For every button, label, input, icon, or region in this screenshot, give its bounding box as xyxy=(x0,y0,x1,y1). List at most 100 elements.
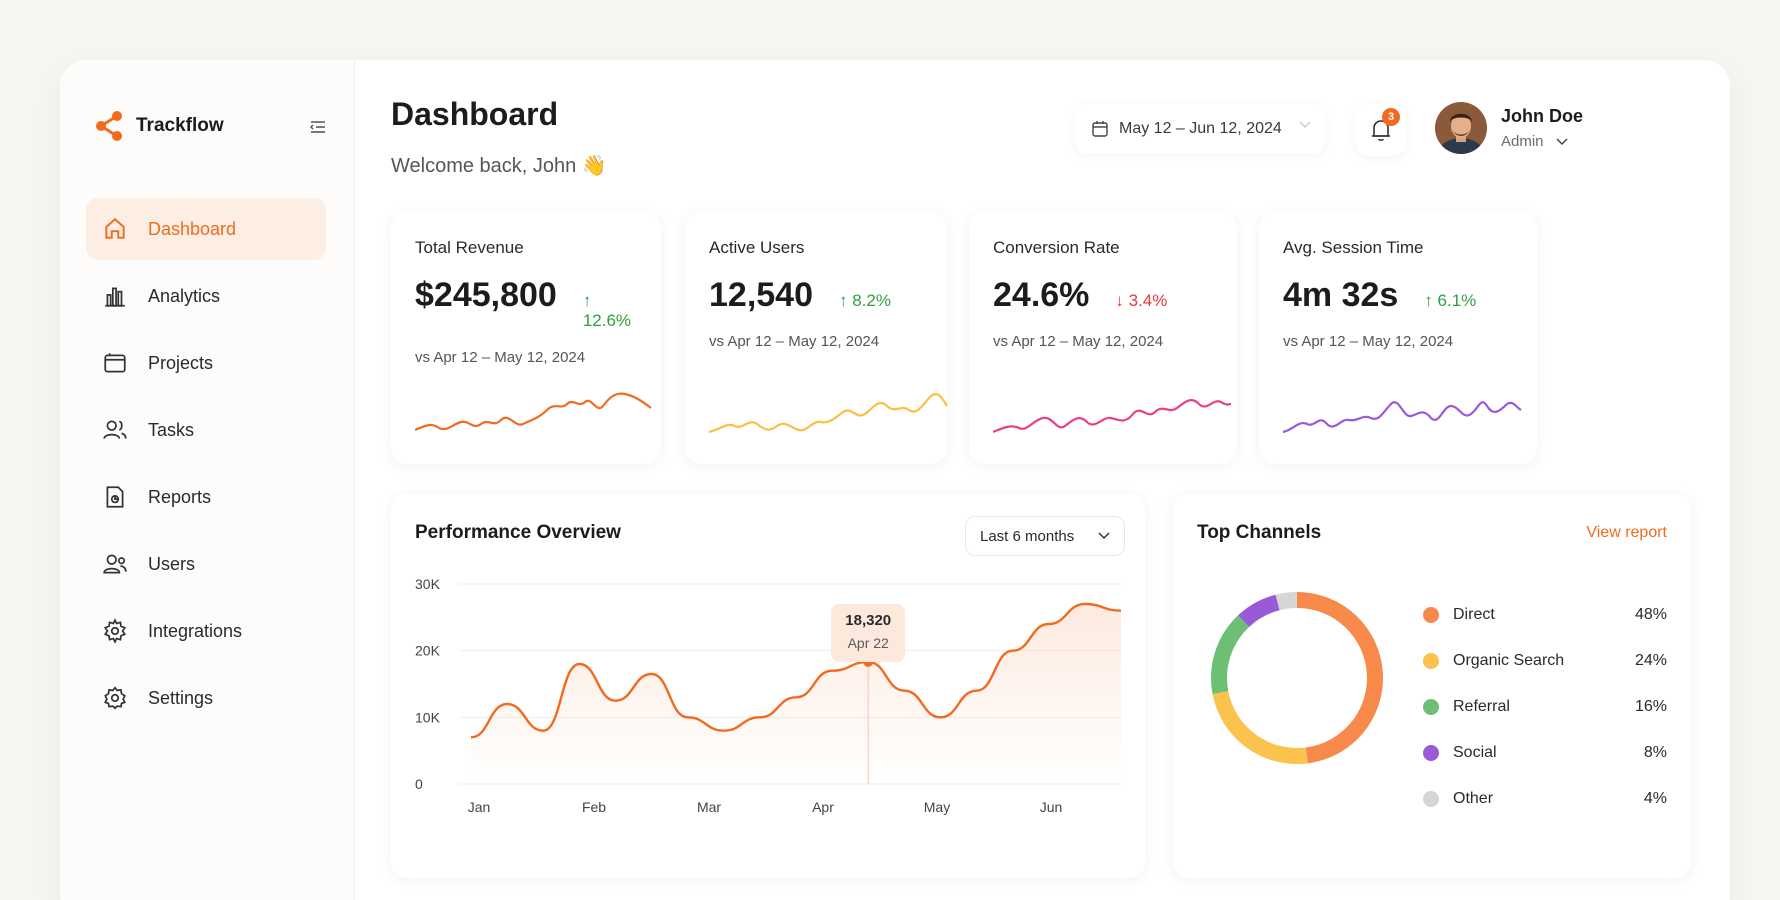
date-range-picker[interactable]: May 12 – Jun 12, 2024 xyxy=(1075,104,1325,154)
kpi-card-active-users[interactable]: Active Users 12,540 ↑ 8.2% vs Apr 12 – M… xyxy=(685,212,948,464)
x-tick-label: Feb xyxy=(582,799,606,815)
legend-label: Other xyxy=(1453,790,1494,807)
time-range-label: Last 6 months xyxy=(980,527,1075,545)
tooltip-date: Apr 22 xyxy=(847,635,889,651)
donut-slice-organic-search[interactable] xyxy=(1212,691,1308,764)
sidebar-item-label: Projects xyxy=(148,352,214,373)
x-tick-label: Apr xyxy=(812,799,834,815)
performance-title: Performance Overview xyxy=(415,522,621,543)
legend-dot xyxy=(1423,791,1439,807)
user-menu[interactable]: John Doe Admin xyxy=(1435,102,1583,154)
kpi-comparison: vs Apr 12 – May 12, 2024 xyxy=(993,333,1164,350)
view-report-link[interactable]: View report xyxy=(1586,524,1667,541)
sidebar: Trackflow Dashboard Analytics Projects xyxy=(60,60,355,900)
x-tick-label: Jan xyxy=(468,799,491,815)
sparkline-conversion-rate xyxy=(993,399,1232,434)
legend-dot xyxy=(1423,607,1439,623)
sidebar-item-projects[interactable]: Projects xyxy=(86,332,326,394)
sidebar-item-integrations[interactable]: Integrations xyxy=(86,600,326,662)
legend-item-direct: Direct 48% xyxy=(1423,592,1667,638)
legend-label: Direct xyxy=(1453,606,1495,623)
share-logo-icon xyxy=(96,111,122,141)
legend-value: 8% xyxy=(1643,744,1667,761)
chevron-down-icon xyxy=(1098,532,1110,540)
brand-name: Trackflow xyxy=(136,115,224,136)
kpi-value: 4m 32s xyxy=(1283,276,1399,314)
folder-icon xyxy=(104,353,126,373)
report-icon xyxy=(106,486,124,508)
home-icon xyxy=(105,217,125,239)
sidebar-item-reports[interactable]: Reports xyxy=(86,466,326,528)
cog-icon xyxy=(103,618,127,644)
sidebar-item-users[interactable]: Users xyxy=(86,533,326,595)
channels-legend: Direct 48% Organic Search 24% Referral 1… xyxy=(1423,592,1667,822)
sparkline-active-users xyxy=(709,393,948,434)
kpi-delta: ↑ 8.2% xyxy=(839,291,891,310)
menu-collapse-icon xyxy=(310,121,325,133)
donut-slice-other[interactable] xyxy=(1275,592,1297,611)
avatar xyxy=(1435,102,1487,154)
legend-dot xyxy=(1423,699,1439,715)
performance-overview-card: 0 10K 20K 30K Jan Feb Mar Apr May Jun Performance… xyxy=(391,494,1145,878)
legend-label: Organic Search xyxy=(1453,652,1565,669)
legend-item-referral: Referral 16% xyxy=(1423,684,1667,730)
main-content: Dashboard Welcome back, John 👋 May 12 – … xyxy=(355,60,1730,900)
donut-slice-direct[interactable] xyxy=(1297,592,1384,764)
sidebar-item-tasks[interactable]: Tasks xyxy=(86,399,326,461)
sidebar-item-dashboard[interactable]: Dashboard xyxy=(86,198,326,260)
page-title: Dashboard xyxy=(391,96,559,132)
kpi-comparison: vs Apr 12 – May 12, 2024 xyxy=(1283,333,1454,350)
sidebar-item-label: Reports xyxy=(148,486,212,507)
legend-dot xyxy=(1423,745,1439,761)
legend-item-social: Social 8% xyxy=(1423,730,1667,776)
legend-item-organic-search: Organic Search 24% xyxy=(1423,638,1667,684)
chart-tooltip: 18,320 Apr 22 xyxy=(831,604,906,662)
kpi-card-session-time[interactable]: Avg. Session Time 4m 32s ↑ 6.1% vs Apr 1… xyxy=(1259,212,1537,464)
channels-title: Top Channels xyxy=(1197,522,1322,543)
donut-slice-referral[interactable] xyxy=(1211,615,1250,695)
x-tick-label: Mar xyxy=(697,799,721,815)
kpi-label: Total Revenue xyxy=(415,238,524,257)
donut-slice-social[interactable] xyxy=(1238,594,1280,627)
legend-value: 16% xyxy=(1634,698,1667,715)
user-role-label: Admin xyxy=(1501,133,1544,150)
sidebar-item-analytics[interactable]: Analytics xyxy=(86,265,326,327)
kpi-comparison: vs Apr 12 – May 12, 2024 xyxy=(709,333,880,350)
bell-icon xyxy=(1372,120,1390,141)
time-range-select[interactable]: Last 6 months xyxy=(965,516,1125,556)
sidebar-item-label: Dashboard xyxy=(148,218,237,239)
collapse-sidebar-button[interactable] xyxy=(306,115,330,139)
sidebar-item-label: Integrations xyxy=(148,620,243,641)
date-range-label: May 12 – Jun 12, 2024 xyxy=(1119,120,1282,137)
brand[interactable]: Trackflow xyxy=(94,110,224,142)
kpi-card-revenue[interactable]: Total Revenue $245,800 ↑ 12.6% vs Apr 12… xyxy=(391,212,661,464)
kpi-delta: ↑ 12.6% xyxy=(582,291,632,330)
kpi-card-conversion-rate[interactable]: Conversion Rate 24.6% ↓ 3.4% vs Apr 12 –… xyxy=(969,212,1237,464)
legend-item-other: Other 4% xyxy=(1423,776,1667,822)
tooltip-value: 18,320 xyxy=(845,612,892,629)
kpi-delta: ↑ 6.1% xyxy=(1424,291,1477,310)
sparkline-revenue xyxy=(415,392,652,432)
people-icon xyxy=(103,420,127,439)
app-window: Trackflow Dashboard Analytics Projects xyxy=(60,60,1730,900)
legend-label: Social xyxy=(1453,744,1497,761)
notification-badge: 3 xyxy=(1382,108,1400,126)
user-name: John Doe xyxy=(1501,106,1584,126)
sidebar-item-label: Analytics xyxy=(148,285,221,306)
y-tick-label: 30K xyxy=(415,576,441,592)
x-tick-label: Jun xyxy=(1040,799,1063,815)
legend-dot xyxy=(1423,653,1439,669)
calendar-icon xyxy=(1092,121,1108,137)
sidebar-item-settings[interactable]: Settings xyxy=(86,667,326,729)
sparkline-session-time xyxy=(1283,401,1522,434)
legend-label: Referral xyxy=(1453,698,1510,715)
notifications-button[interactable]: 3 xyxy=(1355,104,1407,156)
sidebar-nav: Dashboard Analytics Projects Tasks Repor… xyxy=(86,198,326,734)
gear-icon xyxy=(104,686,126,710)
bar-chart-icon xyxy=(105,287,125,307)
kpi-label: Conversion Rate xyxy=(993,238,1120,257)
area-fill xyxy=(471,604,1121,784)
sidebar-item-label: Settings xyxy=(148,687,214,708)
welcome-text: Welcome back, John 👋 xyxy=(391,155,607,177)
users-icon xyxy=(103,554,127,574)
